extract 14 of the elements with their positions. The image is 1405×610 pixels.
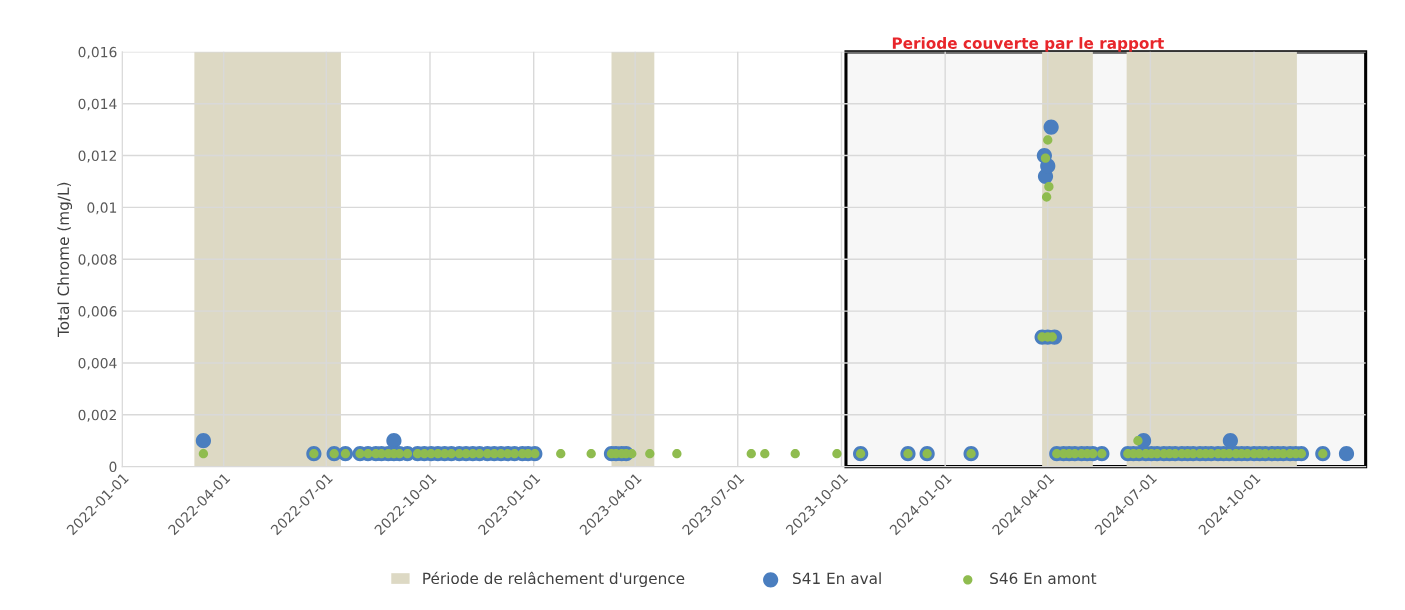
y-axis-title: Total Chrome (mg/L) [57, 182, 73, 338]
y-tick-label: 0,002 [78, 409, 116, 422]
y-tick-label: 0,006 [78, 306, 117, 318]
legend-label: Période de relâchement d'urgence [423, 571, 685, 588]
legend-label: S41 En aval [793, 572, 881, 585]
band-label: Periode couverte par le rapport [892, 37, 1164, 52]
y-tick-label: 0,01 [87, 202, 117, 215]
y-tick-label: 0,016 [78, 46, 117, 59]
legend-label: S46 En amont [990, 572, 1097, 585]
y-tick-label: 0,008 [78, 254, 117, 267]
y-tick-label: 0,012 [78, 150, 116, 163]
y-tick-label: 0,014 [78, 98, 117, 111]
y-tick-label: 0 [109, 461, 117, 473]
y-tick-label: 0,004 [78, 357, 117, 370]
